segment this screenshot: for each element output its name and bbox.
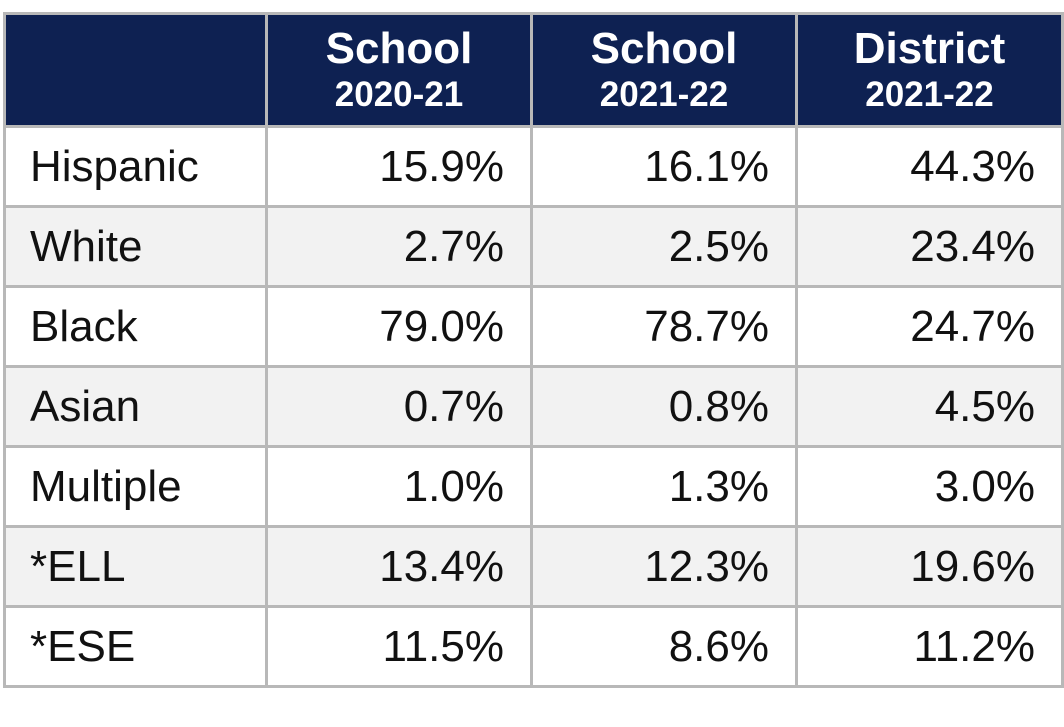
- cell-value: 78.7%: [530, 285, 798, 368]
- table-row: Black 79.0% 78.7% 24.7%: [3, 285, 1064, 368]
- column-period: 2020-21: [334, 75, 464, 114]
- table-row: *ELL 13.4% 12.3% 19.6%: [3, 525, 1064, 608]
- table-row: White 2.7% 2.5% 23.4%: [3, 205, 1064, 288]
- cell-value: 19.6%: [795, 525, 1064, 608]
- cell-value: 2.7%: [265, 205, 533, 288]
- cell-value: 23.4%: [795, 205, 1064, 288]
- column-header: School 2021-22: [530, 12, 798, 128]
- header-corner: [3, 12, 268, 128]
- column-header: School 2020-21: [265, 12, 533, 128]
- cell-value: 12.3%: [530, 525, 798, 608]
- cell-value: 24.7%: [795, 285, 1064, 368]
- cell-value: 11.2%: [795, 605, 1064, 688]
- column-title: School: [325, 24, 473, 73]
- row-label: White: [3, 205, 268, 288]
- table-row: *ESE 11.5% 8.6% 11.2%: [3, 605, 1064, 688]
- cell-value: 3.0%: [795, 445, 1064, 528]
- cell-value: 2.5%: [530, 205, 798, 288]
- row-label: *ELL: [3, 525, 268, 608]
- table-container: School 2020-21 School 2021-22 District 2021-2…: [3, 12, 1064, 688]
- demographics-table: School 2020-21 School 2021-22 District 2021-2…: [3, 12, 1064, 688]
- cell-value: 44.3%: [795, 125, 1064, 208]
- cell-value: 16.1%: [530, 125, 798, 208]
- cell-value: 11.5%: [265, 605, 533, 688]
- column-period: 2021-22: [865, 75, 994, 114]
- header-row: School 2020-21 School 2021-22 District 2021-2…: [3, 12, 1064, 128]
- cell-value: 1.3%: [530, 445, 798, 528]
- row-label: Asian: [3, 365, 268, 448]
- table-row: Asian 0.7% 0.8% 4.5%: [3, 365, 1064, 448]
- cell-value: 0.8%: [530, 365, 798, 448]
- column-title: District: [853, 24, 1006, 73]
- row-label: Hispanic: [3, 125, 268, 208]
- cell-value: 79.0%: [265, 285, 533, 368]
- column-header: District 2021-22: [795, 12, 1064, 128]
- cell-value: 8.6%: [530, 605, 798, 688]
- cell-value: 13.4%: [265, 525, 533, 608]
- table-row: Hispanic 15.9% 16.1% 44.3%: [3, 125, 1064, 208]
- row-label: Black: [3, 285, 268, 368]
- table-row: Multiple 1.0% 1.3% 3.0%: [3, 445, 1064, 528]
- cell-value: 0.7%: [265, 365, 533, 448]
- column-period: 2021-22: [599, 75, 729, 114]
- cell-value: 4.5%: [795, 365, 1064, 448]
- cell-value: 1.0%: [265, 445, 533, 528]
- cell-value: 15.9%: [265, 125, 533, 208]
- row-label: *ESE: [3, 605, 268, 688]
- table-body: Hispanic 15.9% 16.1% 44.3% White 2.7% 2.5% 23.4…: [3, 125, 1064, 688]
- row-label: Multiple: [3, 445, 268, 528]
- column-title: School: [590, 24, 738, 73]
